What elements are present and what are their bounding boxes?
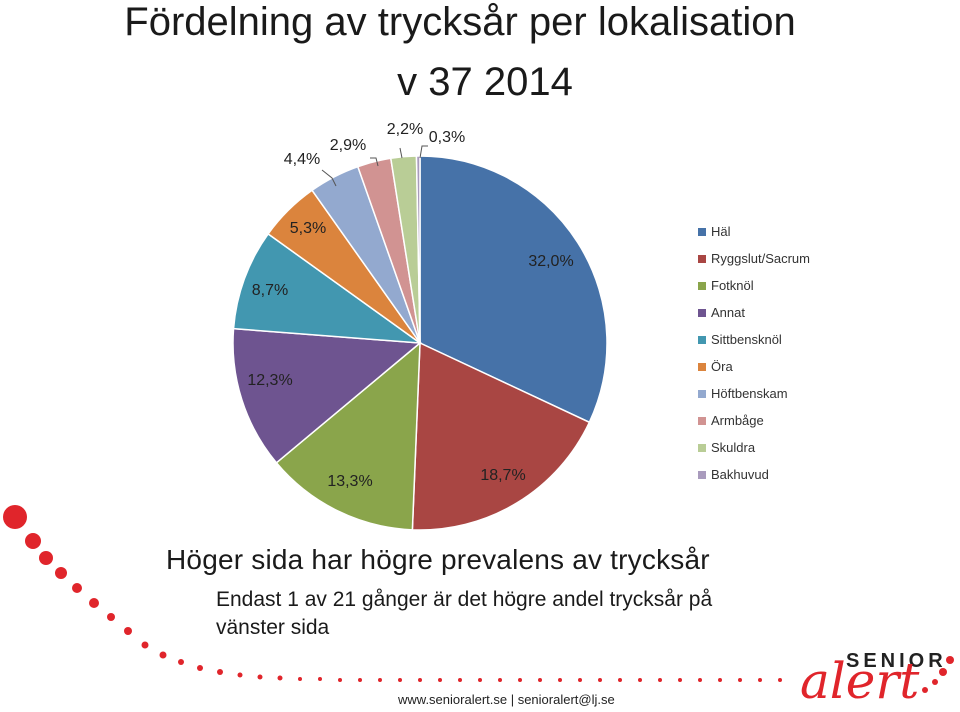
legend-swatch (698, 416, 706, 425)
legend-swatch (698, 254, 706, 263)
data-label-10: 0,3% (429, 129, 465, 146)
pie-slice-sittbenskn-l (232, 232, 423, 344)
legend-label: Skuldra (711, 440, 756, 455)
senior-alert-logo: SENIOR alert (796, 646, 956, 708)
legend-item-9: Skuldra (698, 434, 810, 461)
logo-bottom-text: alert (800, 652, 920, 710)
legend-label: Ryggslut/Sacrum (711, 251, 810, 266)
legend-item-4: Annat (698, 299, 810, 326)
data-label-8: 2,9% (330, 137, 366, 154)
legend-item-3: Fotknöl (698, 272, 810, 299)
legend-swatch (698, 389, 706, 398)
pie-slice-annat (232, 327, 422, 464)
legend-item-1: Häl (698, 218, 810, 245)
chart-subtitle: v 37 2014 (397, 60, 573, 104)
pie-slice-ryggslut-sacrum (411, 341, 591, 531)
logo-top-text: SENIOR (846, 650, 947, 672)
body-text: Endast 1 av 21 gånger är det högre andel… (216, 588, 713, 639)
legend-label: Bakhuvud (711, 467, 769, 482)
leader-line-3 (399, 147, 403, 159)
pie-slice-fotkn-l (275, 341, 421, 531)
chart-title: Fördelning av trycksår per lokalisation (124, 0, 796, 44)
leader-line-1 (321, 169, 337, 187)
leader-line-4 (419, 145, 428, 159)
legend-swatch (698, 281, 706, 290)
data-label-7: 4,4% (284, 151, 320, 168)
legend-swatch (698, 362, 706, 371)
legend-item-6: Öra (698, 353, 810, 380)
data-label-6: 5,3% (290, 220, 326, 237)
legend-label: Höftbenskam (711, 386, 788, 401)
pie-chart: 32,0% 18,7% 13,3% 12,3% 8,7% 5,3% 4,4% 2,9% 2,2%… (232, 121, 608, 531)
chart-legend: Häl Ryggslut/Sacrum Fotknöl Annat Sittbenskn… (698, 218, 810, 488)
legend-label: Annat (711, 305, 745, 320)
data-label-2: 18,7% (480, 467, 525, 484)
legend-label: Armbåge (711, 413, 764, 428)
data-label-5: 8,7% (252, 282, 288, 299)
legend-label: Öra (711, 359, 733, 374)
legend-item-7: Höftbenskam (698, 380, 810, 407)
legend-item-10: Bakhuvud (698, 461, 810, 488)
pie-slice-h-l (419, 155, 608, 424)
legend-item-8: Armbåge (698, 407, 810, 434)
legend-swatch (698, 443, 706, 452)
legend-item-5: Sittbensknöl (698, 326, 810, 353)
legend-label: Sittbensknöl (711, 332, 782, 347)
footer-contact[interactable]: www.senioralert.se | senioralert@lj.se (398, 692, 615, 707)
data-label-1: 32,0% (528, 253, 573, 270)
legend-item-2: Ryggslut/Sacrum (698, 245, 810, 272)
legend-swatch (698, 335, 706, 344)
legend-label: Fotknöl (711, 278, 754, 293)
leader-line-2 (370, 157, 379, 167)
legend-swatch (698, 308, 706, 317)
data-label-4: 12,3% (247, 372, 292, 389)
legend-swatch (698, 227, 706, 236)
headline: Höger sida har högre prevalens av trycks… (166, 544, 710, 575)
data-label-9: 2,2% (387, 121, 423, 138)
data-label-3: 13,3% (327, 473, 372, 490)
legend-swatch (698, 470, 706, 479)
legend-label: Häl (711, 224, 731, 239)
